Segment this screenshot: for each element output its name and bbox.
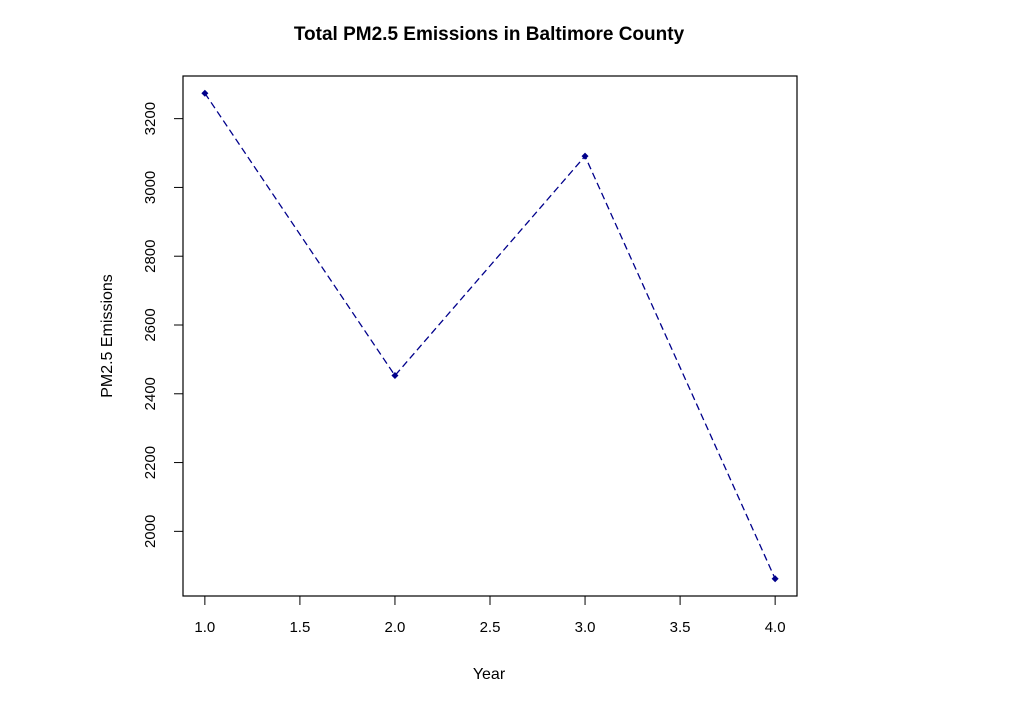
y-tick-label: 2600 xyxy=(142,308,159,341)
y-tick-label: 2800 xyxy=(142,240,159,273)
y-tick-label: 2400 xyxy=(142,377,159,410)
y-axis-label: PM2.5 Emissions xyxy=(99,274,116,398)
x-tick-label: 4.0 xyxy=(765,619,786,636)
data-point xyxy=(771,575,779,583)
x-axis: 1.0 1.5 2.0 2.5 3.0 3.5 4.0 xyxy=(194,596,786,636)
y-tick-label: 2000 xyxy=(142,515,159,548)
x-tick-label: 2.0 xyxy=(385,619,406,636)
data-point xyxy=(581,152,589,160)
data-point xyxy=(391,372,399,380)
y-tick-label: 2200 xyxy=(142,446,159,479)
data-point xyxy=(201,89,209,97)
series-points xyxy=(201,89,779,583)
x-tick-label: 1.0 xyxy=(194,619,215,636)
x-tick-label: 3.5 xyxy=(670,619,691,636)
x-tick-label: 2.5 xyxy=(480,619,501,636)
x-tick-label: 1.5 xyxy=(289,619,310,636)
y-axis: 2000 2200 2400 2600 2800 3000 3200 xyxy=(142,102,183,548)
x-axis-label: Year xyxy=(473,666,506,683)
chart-title: Total PM2.5 Emissions in Baltimore Count… xyxy=(294,24,685,45)
series-line xyxy=(204,92,776,580)
x-tick-label: 3.0 xyxy=(575,619,596,636)
plot-frame xyxy=(182,75,798,597)
y-tick-label: 3200 xyxy=(142,102,159,135)
y-tick-label: 3000 xyxy=(142,171,159,204)
